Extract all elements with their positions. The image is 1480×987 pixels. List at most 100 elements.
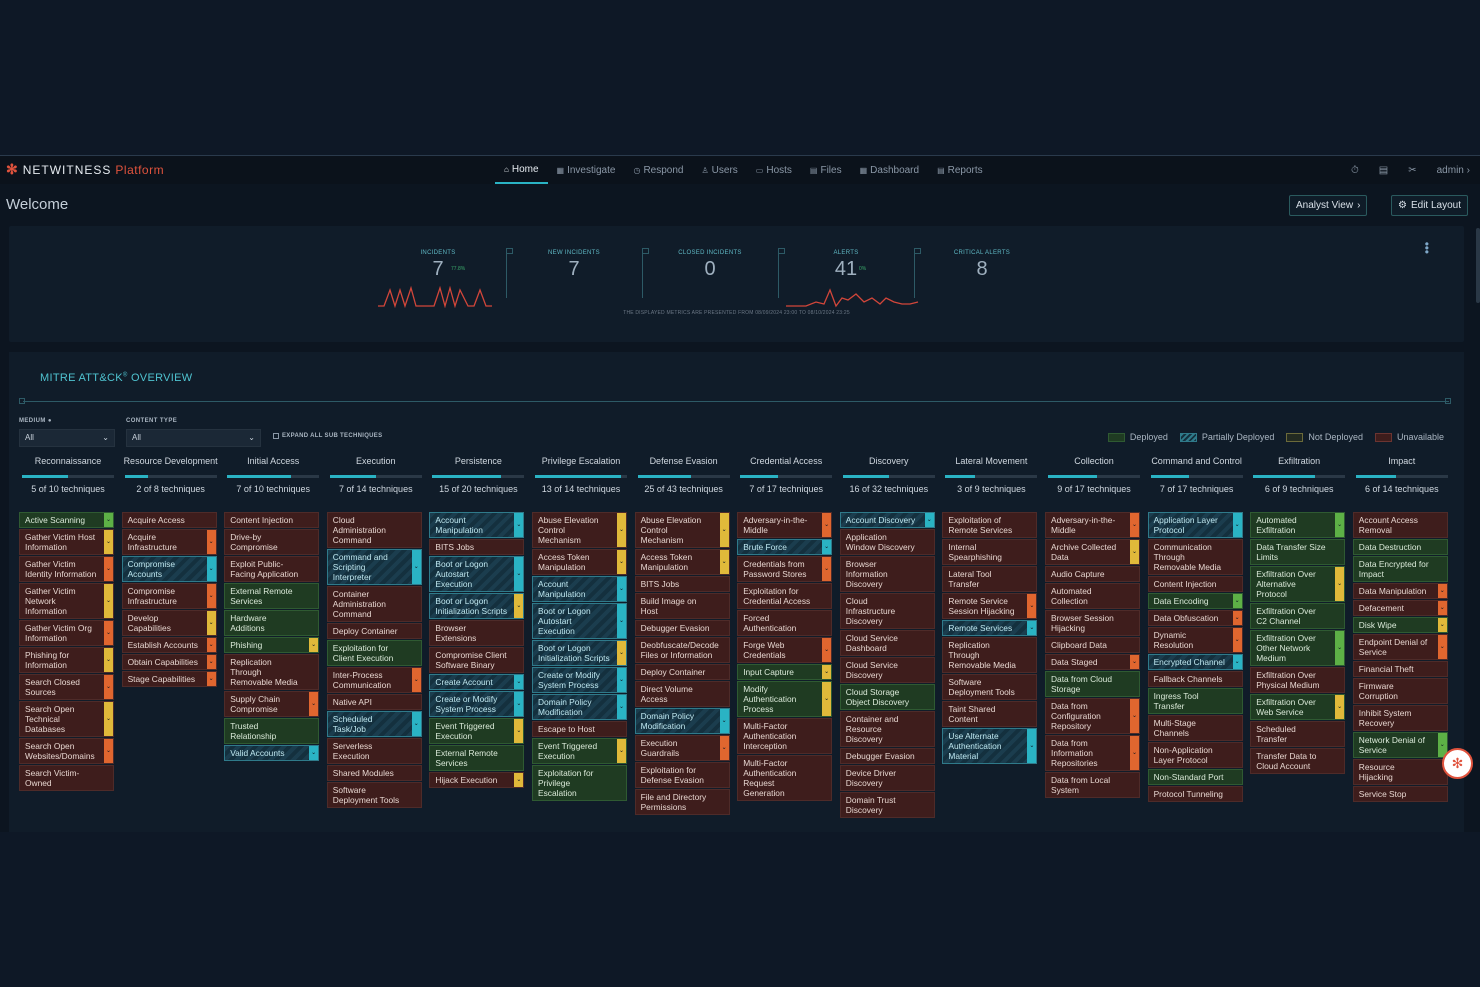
- metric-closed-incidents[interactable]: CLOSED INCIDENTS 0: [645, 250, 775, 281]
- expand-subtechniques-icon[interactable]: ⌄: [617, 513, 626, 547]
- expand-subtechniques-icon[interactable]: ⌄: [617, 577, 626, 601]
- expand-subtechniques-icon[interactable]: ⌄: [1130, 655, 1139, 669]
- technique-cell[interactable]: Replication Through Removable Media: [942, 637, 1038, 673]
- technique-cell[interactable]: Modify Authentication Process ⌄: [737, 681, 833, 717]
- tactic-header[interactable]: Discovery: [869, 456, 909, 466]
- technique-cell[interactable]: Data from Information Repositories ⌄: [1045, 735, 1140, 771]
- technique-cell[interactable]: Exfiltration Over Alternative Protocol ⌄: [1250, 566, 1346, 602]
- technique-cell[interactable]: Content Injection: [224, 512, 320, 528]
- technique-cell[interactable]: Compromise Accounts ⌄: [121, 556, 217, 582]
- expand-subtechniques-icon[interactable]: ⌄: [411, 668, 421, 692]
- technique-cell[interactable]: Domain Policy Modification ⌄: [532, 694, 627, 720]
- technique-cell[interactable]: Data Manipulation ⌄: [1352, 583, 1448, 599]
- technique-cell[interactable]: Abuse Elevation Control Mechanism ⌄: [634, 512, 730, 548]
- technique-cell[interactable]: Endpoint Denial of Service ⌄: [1352, 634, 1448, 660]
- technique-cell[interactable]: Exploitation for Credential Access: [737, 583, 833, 609]
- expand-subtechniques-icon[interactable]: ⌄: [104, 675, 113, 699]
- technique-cell[interactable]: Deploy Container: [326, 623, 422, 639]
- technique-cell[interactable]: Cloud Storage Object Discovery: [839, 684, 935, 710]
- technique-cell[interactable]: Exploitation of Remote Services: [942, 512, 1038, 538]
- expand-subtechniques-icon[interactable]: ⌄: [1335, 631, 1345, 665]
- technique-cell[interactable]: Data from Cloud Storage: [1045, 671, 1140, 697]
- expand-subtechniques-icon[interactable]: ⌄: [1335, 567, 1345, 601]
- tactic-header[interactable]: Resource Development: [123, 456, 218, 466]
- expand-subtechniques-icon[interactable]: ⌄: [514, 773, 524, 787]
- technique-cell[interactable]: Remote Services ⌄: [942, 620, 1038, 636]
- technique-cell[interactable]: Account Manipulation ⌄: [429, 512, 525, 538]
- tactic-header[interactable]: Impact: [1388, 456, 1416, 466]
- technique-cell[interactable]: Event Triggered Execution ⌄: [429, 718, 525, 744]
- expand-subtechniques-icon[interactable]: ⌄: [206, 672, 216, 686]
- technique-cell[interactable]: Data Encoding ⌄: [1147, 593, 1243, 609]
- expand-subtechniques-icon[interactable]: ⌄: [514, 719, 524, 743]
- expand-subtechniques-icon[interactable]: ⌄: [1232, 628, 1242, 652]
- technique-cell[interactable]: Software Deployment Tools: [942, 674, 1038, 700]
- timer-icon[interactable]: ⏱: [1350, 164, 1359, 176]
- technique-cell[interactable]: Acquire Infrastructure ⌄: [121, 529, 217, 555]
- technique-cell[interactable]: Create or Modify System Process ⌄: [429, 691, 525, 717]
- technique-cell[interactable]: Dynamic Resolution ⌄: [1147, 627, 1243, 653]
- technique-cell[interactable]: Resource Hijacking: [1352, 759, 1448, 785]
- technique-cell[interactable]: Access Token Manipulation ⌄: [634, 549, 730, 575]
- technique-cell[interactable]: Valid Accounts ⌄: [224, 745, 320, 761]
- technique-cell[interactable]: Content Injection: [1147, 576, 1243, 592]
- tactic-header[interactable]: Execution: [356, 456, 396, 466]
- technique-cell[interactable]: Network Denial of Service ⌄: [1352, 732, 1448, 758]
- technique-cell[interactable]: Data from Local System: [1045, 772, 1140, 798]
- technique-cell[interactable]: Event Triggered Execution ⌄: [532, 738, 627, 764]
- technique-cell[interactable]: Command and Scripting Interpreter ⌄: [326, 549, 422, 585]
- expand-subtechniques-icon[interactable]: ⌄: [617, 604, 626, 638]
- expand-subtechniques-icon[interactable]: ⌄: [617, 550, 626, 574]
- technique-cell[interactable]: Gather Victim Identity Information ⌄: [19, 556, 114, 582]
- more-options-icon[interactable]: • • •: [1424, 237, 1429, 259]
- tab-reports[interactable]: ▤ Reports: [928, 156, 992, 184]
- expand-subtechniques-icon[interactable]: ⌄: [617, 641, 626, 665]
- expand-subtechniques-icon[interactable]: ⌄: [1437, 733, 1447, 757]
- technique-cell[interactable]: Clipboard Data: [1045, 637, 1140, 653]
- technique-cell[interactable]: Access Token Manipulation ⌄: [532, 549, 627, 575]
- expand-subtechniques-icon[interactable]: ⌄: [719, 736, 729, 760]
- technique-cell[interactable]: Active Scanning ⌄: [19, 512, 114, 528]
- expand-subtechniques-icon[interactable]: ⌄: [924, 513, 934, 527]
- tactic-header[interactable]: Privilege Escalation: [541, 456, 621, 466]
- technique-cell[interactable]: Debugger Evasion: [839, 748, 935, 764]
- technique-cell[interactable]: Use Alternate Authentication Material ⌄: [942, 728, 1038, 764]
- tab-files[interactable]: ▤ Files: [801, 156, 851, 184]
- technique-cell[interactable]: Boot or Logon Initialization Scripts ⌄: [429, 593, 525, 619]
- expand-subtechniques-icon[interactable]: ⌄: [822, 682, 832, 716]
- content-type-select[interactable]: All ⌄: [126, 429, 261, 447]
- tab-users[interactable]: ♙ Users: [692, 156, 746, 184]
- expand-subtechniques-icon[interactable]: ⌄: [104, 648, 113, 672]
- technique-cell[interactable]: Exfiltration Over Web Service ⌄: [1250, 694, 1346, 720]
- edit-layout-button[interactable]: ⚙ Edit Layout: [1391, 195, 1469, 216]
- resize-handle-right[interactable]: [1445, 398, 1451, 404]
- technique-cell[interactable]: Remote Service Session Hijacking ⌄: [942, 593, 1038, 619]
- technique-cell[interactable]: Stage Capabilities ⌄: [121, 671, 217, 687]
- technique-cell[interactable]: Automated Exfiltration ⌄: [1250, 512, 1346, 538]
- expand-subtechniques-icon[interactable]: ⌄: [1437, 618, 1447, 632]
- technique-cell[interactable]: Adversary-in-the-Middle ⌄: [1045, 512, 1140, 538]
- technique-cell[interactable]: Protocol Tunneling: [1147, 786, 1243, 802]
- technique-cell[interactable]: Multi-Factor Authentication Interception: [737, 718, 833, 754]
- technique-cell[interactable]: Browser Extensions: [429, 620, 525, 646]
- technique-cell[interactable]: Exfiltration Over Physical Medium: [1250, 667, 1346, 693]
- technique-cell[interactable]: Brute Force ⌄: [737, 539, 833, 555]
- technique-cell[interactable]: Account Discovery ⌄: [839, 512, 935, 528]
- technique-cell[interactable]: Execution Guardrails ⌄: [634, 735, 730, 761]
- technique-cell[interactable]: Browser Session Hijacking: [1045, 610, 1140, 636]
- expand-subtechniques-icon[interactable]: ⌄: [822, 540, 832, 554]
- expand-subtechniques-icon[interactable]: ⌄: [1437, 635, 1447, 659]
- technique-cell[interactable]: Native API: [326, 694, 422, 710]
- tab-hosts[interactable]: ▭ Hosts: [747, 156, 801, 184]
- expand-subtechniques-icon[interactable]: ⌄: [1232, 611, 1242, 625]
- expand-subtechniques-icon[interactable]: ⌄: [206, 557, 216, 581]
- technique-cell[interactable]: Hardware Additions: [224, 610, 320, 636]
- technique-cell[interactable]: Account Manipulation ⌄: [532, 576, 627, 602]
- technique-cell[interactable]: Account Access Removal: [1352, 512, 1448, 538]
- technique-cell[interactable]: Establish Accounts ⌄: [121, 637, 217, 653]
- technique-cell[interactable]: Multi-Factor Authentication Request Gene…: [737, 755, 833, 801]
- technique-cell[interactable]: Phishing ⌄: [224, 637, 320, 653]
- technique-cell[interactable]: Credentials from Password Stores ⌄: [737, 556, 833, 582]
- expand-subtechniques-icon[interactable]: ⌄: [719, 709, 729, 733]
- technique-cell[interactable]: Data from Configuration Repository ⌄: [1045, 698, 1140, 734]
